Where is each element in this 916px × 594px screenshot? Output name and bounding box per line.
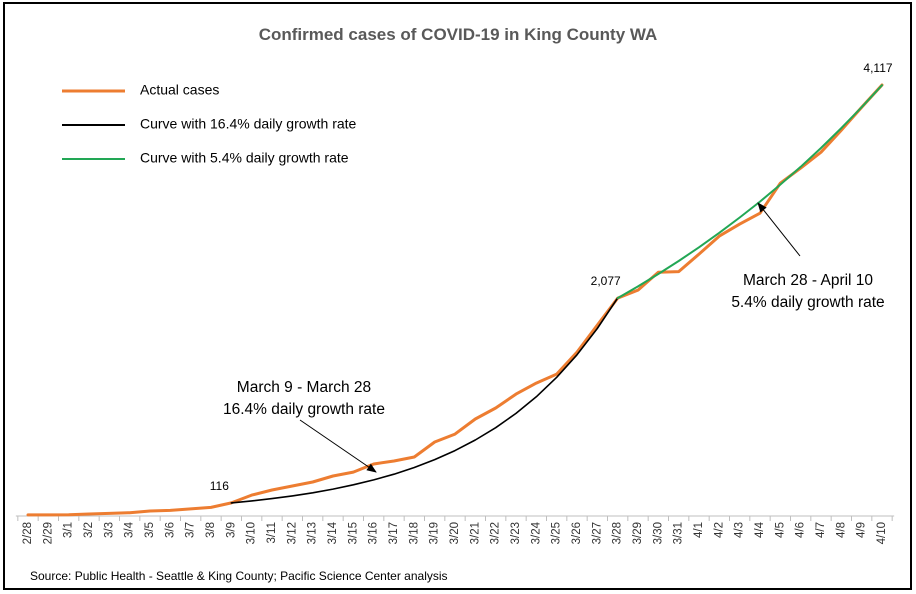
x-tick-label: 3/29 (632, 522, 644, 544)
legend-label: Actual cases (140, 82, 219, 98)
series-line (230, 297, 619, 504)
annotation-text: 5.4% daily growth rate (731, 294, 884, 311)
chart-frame (3, 2, 912, 590)
x-tick-label: 3/19 (429, 522, 441, 544)
x-tick-label: 3/2 (83, 522, 95, 538)
x-tick-label: 3/23 (510, 522, 522, 544)
annotation-arrow (299, 419, 377, 473)
x-tick-label: 3/10 (246, 522, 258, 544)
legend-label: Curve with 16.4% daily growth rate (140, 116, 357, 132)
x-tick-label: 3/9 (225, 522, 237, 538)
x-tick-label: 3/18 (408, 522, 420, 544)
x-tick-label: 4/4 (754, 521, 766, 538)
x-tick-label: 3/1 (63, 522, 75, 538)
legend: Actual cases Curve with 16.4% daily growt… (62, 82, 357, 166)
x-tick-label: 3/17 (388, 522, 400, 544)
x-tick-label: 4/2 (713, 522, 725, 538)
data-label: 116 (210, 479, 229, 493)
x-tick-label: 3/21 (469, 522, 481, 544)
data-label: 2,077 (591, 274, 621, 288)
annotations: March 9 - March 28 16.4% daily growth rat… (223, 202, 885, 473)
data-label: 4,117 (863, 61, 892, 75)
x-tick-label: 3/11 (266, 522, 278, 544)
x-tick-label: 3/6 (164, 522, 176, 538)
x-tick-label: 3/24 (530, 521, 542, 544)
x-tick-label: 3/14 (327, 521, 339, 544)
x-tick-label: 2/29 (42, 522, 54, 544)
x-tick-label: 3/15 (347, 522, 359, 544)
x-tick-label: 3/26 (571, 522, 583, 544)
annotation-text: 16.4% daily growth rate (223, 401, 385, 418)
x-tick-label: 4/9 (856, 522, 868, 538)
annotation-text: March 9 - March 28 (237, 379, 371, 396)
x-tick-label: 4/10 (876, 522, 888, 544)
x-tick-label: 3/30 (652, 522, 664, 544)
series-line (26, 83, 884, 517)
legend-label: Curve with 5.4% daily growth rate (140, 150, 349, 166)
x-tick-label: 3/16 (368, 522, 380, 544)
x-tick-label: 3/27 (591, 522, 603, 544)
x-tick-label: 3/25 (551, 522, 563, 544)
series-line (616, 84, 883, 300)
annotation-arrow (757, 202, 801, 257)
x-tick-label: 3/20 (449, 522, 461, 544)
x-tick-label: 4/1 (693, 522, 705, 538)
x-tick-label: 3/3 (103, 522, 115, 538)
x-tick-label: 4/3 (734, 522, 746, 538)
x-tick-label: 3/22 (490, 522, 502, 544)
x-tick-label: 3/28 (612, 522, 624, 544)
x-tick-label: 3/4 (124, 521, 136, 538)
source-note: Source: Public Health - Seattle & King C… (30, 569, 448, 583)
x-tick-label: 4/8 (835, 522, 847, 538)
x-tick-label: 4/5 (774, 522, 786, 538)
x-tick-label: 2/28 (22, 522, 34, 544)
x-tick-label: 4/6 (795, 522, 807, 538)
x-tick-label: 3/13 (307, 522, 319, 544)
x-tick-label: 3/8 (205, 522, 217, 538)
x-tick-label: 3/7 (185, 522, 197, 538)
x-tick-label: 3/12 (286, 522, 298, 544)
x-tick-label: 4/7 (815, 522, 827, 538)
annotation-text: March 28 - April 10 (743, 272, 873, 289)
x-tick-label: 3/5 (144, 522, 156, 538)
plot-area: 2/28 2/29 3/1 3/2 3/3 3/4 3/5 3/6 3/7 3/8 3/9 3/10 3… (15, 61, 895, 544)
chart-title: Confirmed cases of COVID-19 in King Coun… (259, 25, 658, 44)
x-tick-label: 3/31 (673, 522, 685, 544)
